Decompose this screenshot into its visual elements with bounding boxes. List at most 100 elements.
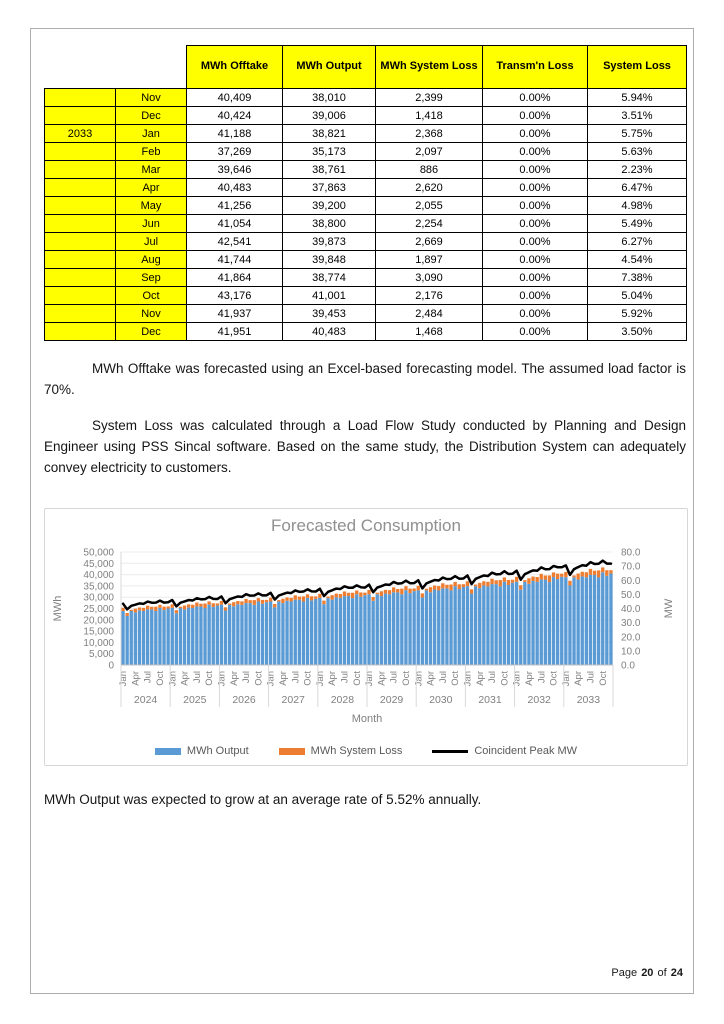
value-cell: 0.00% [482,142,588,161]
svg-text:5,000: 5,000 [89,649,114,660]
value-cell: 41,937 [186,304,283,323]
value-cell: 38,821 [282,124,376,143]
value-cell: 0.00% [482,268,588,287]
month-cell: Dec [115,322,187,341]
value-cell: 1,418 [375,106,483,125]
value-cell: 0.00% [482,214,588,233]
consumption-table-body: Nov 40,409 38,010 2,399 0.00% 5.94% Dec 40,424 3… [44,88,687,341]
svg-text:0: 0 [108,661,114,672]
x-axis-title: Month [352,713,383,725]
svg-text:0.0: 0.0 [621,661,635,672]
table-row: Jun 41,054 38,800 2,254 0.00% 5.49% [44,214,687,233]
value-cell: 41,054 [186,214,283,233]
consumption-table: MWh Offtake MWh Output MWh System Loss T… [44,45,687,341]
paragraph-system-loss-study: System Loss was calculated through a Loa… [44,418,686,475]
value-cell: 3,090 [375,268,483,287]
value-cell: 0.00% [482,322,588,341]
value-cell: 40,424 [186,106,283,125]
svg-text:2025: 2025 [183,694,207,706]
value-cell: 37,269 [186,142,283,161]
value-cell: 5.49% [587,214,687,233]
month-cell: Jul [115,232,187,251]
month-cell: Nov [115,88,187,107]
svg-text:2026: 2026 [232,694,256,706]
svg-text:2029: 2029 [380,694,404,706]
value-cell: 0.00% [482,286,588,305]
svg-text:50.0: 50.0 [621,590,641,601]
table-row: May 41,256 39,200 2,055 0.00% 4.98% [44,196,687,215]
year-cell [44,196,116,215]
year-cell [44,250,116,269]
table-row: Nov 41,937 39,453 2,484 0.00% 5.92% [44,304,687,323]
value-cell: 2,055 [375,196,483,215]
value-cell: 1,897 [375,250,483,269]
svg-text:30,000: 30,000 [83,593,114,604]
table-header-row: MWh Offtake MWh Output MWh System Loss T… [45,45,687,89]
svg-text:Oct: Oct [401,671,412,686]
col-header-mwh-offtake: MWh Offtake [186,45,283,89]
svg-text:Jul: Jul [339,671,350,683]
svg-text:2033: 2033 [577,694,601,706]
month-cell: Dec [115,106,187,125]
value-cell: 886 [375,160,483,179]
month-cell: May [115,196,187,215]
svg-text:40.0: 40.0 [621,604,641,615]
value-cell: 5.75% [587,124,687,143]
value-cell: 5.92% [587,304,687,323]
svg-text:Oct: Oct [549,671,560,686]
svg-text:Jul: Jul [487,671,498,683]
svg-text:10.0: 10.0 [621,646,641,657]
value-cell: 2,176 [375,286,483,305]
value-cell: 5.04% [587,286,687,305]
value-cell: 5.94% [587,88,687,107]
value-cell: 38,774 [282,268,376,287]
svg-text:60.0: 60.0 [621,576,641,587]
svg-text:2028: 2028 [331,694,355,706]
svg-text:Jan: Jan [512,671,523,686]
month-cell: Mar [115,160,187,179]
svg-text:2032: 2032 [528,694,552,706]
value-cell: 38,010 [282,88,376,107]
value-cell: 3.50% [587,322,687,341]
paragraph-growth-rate: MWh Output was expected to grow at an av… [44,792,482,807]
svg-text:Jan: Jan [462,671,473,686]
value-cell: 39,200 [282,196,376,215]
svg-text:25,000: 25,000 [83,604,114,615]
svg-text:Jul: Jul [290,671,301,683]
svg-text:Jul: Jul [585,671,596,683]
legend-item-system-loss: MWh System Loss [278,745,402,757]
value-cell: 38,800 [282,214,376,233]
year-cell [44,322,116,341]
coincident-peak-line [121,559,613,611]
value-cell: 2,620 [375,178,483,197]
year-cell [44,268,116,287]
svg-text:Jul: Jul [389,671,400,683]
col-header-transmission-loss: Transm'n Loss [482,45,588,89]
value-cell: 41,744 [186,250,283,269]
footer-of-label: of [657,967,667,979]
svg-text:20,000: 20,000 [83,615,114,626]
value-cell: 2,368 [375,124,483,143]
col-header-mwh-system-loss: MWh System Loss [375,45,483,89]
mwh-output-bars [121,572,613,665]
value-cell: 0.00% [482,124,588,143]
left-axis-title: MWh [52,596,64,622]
value-cell: 40,409 [186,88,283,107]
svg-text:Oct: Oct [499,671,510,686]
svg-text:10,000: 10,000 [83,638,114,649]
svg-text:Apr: Apr [229,671,240,686]
value-cell: 41,001 [282,286,376,305]
svg-text:70.0: 70.0 [621,562,641,573]
svg-text:Jan: Jan [266,671,277,686]
svg-text:Jul: Jul [192,671,203,683]
legend-label-peak-mw: Coincident Peak MW [474,745,578,757]
value-cell: 1,468 [375,322,483,341]
year-cell [44,160,116,179]
value-cell: 39,453 [282,304,376,323]
svg-text:Apr: Apr [376,671,387,686]
value-cell: 0.00% [482,196,588,215]
svg-text:Oct: Oct [253,671,264,686]
year-cell [44,304,116,323]
value-cell: 0.00% [482,106,588,125]
axis-titles: MWh MW [52,596,675,622]
